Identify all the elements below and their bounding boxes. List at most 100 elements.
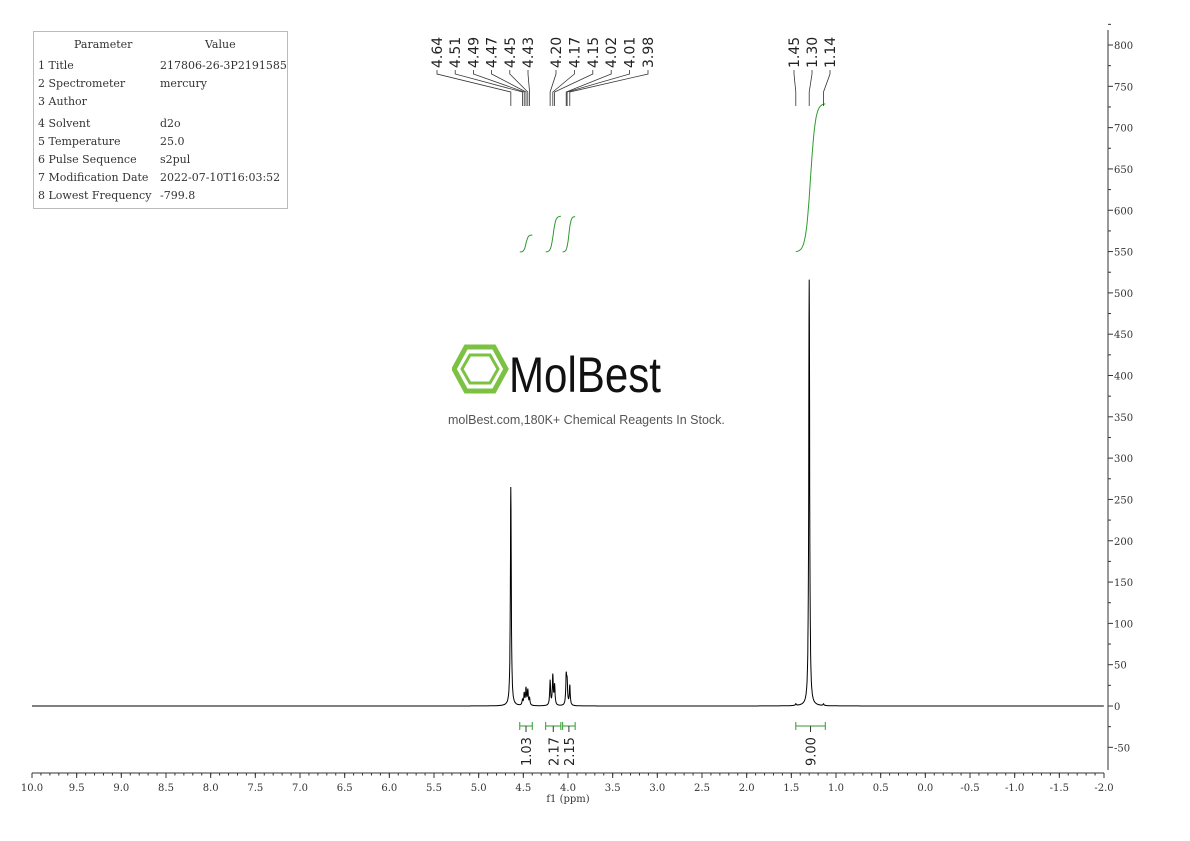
- peak-label-leader: [472, 70, 525, 106]
- brand-text: MolBest: [509, 347, 661, 398]
- y-tick-label: 100: [1114, 619, 1133, 630]
- y-tick-label: 500: [1114, 289, 1133, 300]
- param-value: s2pul: [160, 153, 191, 166]
- param-row: 5 Temperature 25.0: [38, 135, 288, 151]
- x-tick-label: -1.5: [1050, 783, 1069, 794]
- x-tick-label: -1.0: [1005, 783, 1024, 794]
- x-tick-label: -2.0: [1094, 783, 1113, 794]
- peak-label: 1.45: [787, 37, 803, 68]
- peak-label-leader: [793, 70, 797, 106]
- param-header-value: Value: [205, 38, 236, 51]
- peak-label-leader: [527, 70, 530, 106]
- y-tick-label: 600: [1114, 206, 1133, 217]
- x-tick-label: 6.0: [381, 783, 397, 794]
- peak-label: 4.49: [466, 37, 482, 68]
- y-tick-label: 650: [1114, 165, 1133, 176]
- peak-label-leader: [566, 70, 630, 106]
- peak-label-leader: [808, 70, 813, 106]
- peak-label-leader: [436, 70, 512, 106]
- param-name: 6 Pulse Sequence: [38, 153, 137, 166]
- spectrum-line: [32, 279, 1104, 707]
- param-name: 5 Temperature: [38, 135, 121, 148]
- param-row: 4 Solvent d2o: [38, 117, 288, 133]
- param-row: 1 Title 217806-26-3P2191585: [38, 59, 288, 75]
- peak-label: 4.47: [485, 37, 501, 68]
- x-tick-label: 9.5: [69, 783, 85, 794]
- peak-label: 4.15: [586, 37, 602, 68]
- x-tick-label: 3.5: [605, 783, 621, 794]
- y-tick-label: 150: [1114, 578, 1133, 589]
- x-tick-label: 9.0: [113, 783, 129, 794]
- integral-value: 2.17: [547, 737, 562, 766]
- param-value: -799.8: [160, 189, 196, 202]
- y-tick-label: 400: [1114, 372, 1133, 383]
- peak-label-leader: [454, 70, 523, 106]
- x-tick-label: 4.5: [515, 783, 531, 794]
- x-tick-label: 6.5: [337, 783, 353, 794]
- peak-label: 4.17: [567, 37, 583, 68]
- param-row: 7 Modification Date 2022-07-10T16:03:52: [38, 171, 288, 187]
- param-name: 2 Spectrometer: [38, 77, 126, 90]
- param-row: 2 Spectrometer mercury: [38, 77, 288, 93]
- peak-label-leader: [569, 70, 649, 106]
- peak-label-leader: [552, 70, 575, 106]
- y-tick-label: 800: [1114, 41, 1133, 52]
- param-value: d2o: [160, 117, 181, 130]
- x-axis-label: f1 (ppm): [546, 794, 589, 805]
- x-tick-label: 2.5: [694, 783, 710, 794]
- peak-label: 4.45: [503, 37, 519, 68]
- y-tick-label: -50: [1114, 743, 1130, 754]
- y-tick-label: 0: [1114, 702, 1120, 713]
- peak-label: 4.02: [604, 37, 620, 68]
- x-tick-label: 5.0: [471, 783, 487, 794]
- peak-label-leader: [509, 70, 529, 106]
- x-tick-label: 10.0: [21, 783, 43, 794]
- param-name: 7 Modification Date: [38, 171, 149, 184]
- x-tick-label: 7.5: [247, 783, 263, 794]
- y-tick-label: 250: [1114, 495, 1133, 506]
- y-tick-label: 300: [1114, 454, 1133, 465]
- param-name: 4 Solvent: [38, 117, 91, 130]
- peak-label: 4.43: [521, 37, 537, 68]
- peak-label: 1.30: [805, 37, 821, 68]
- param-value: 25.0: [160, 135, 185, 148]
- peak-label-leader: [823, 70, 831, 106]
- x-tick-label: -0.5: [960, 783, 979, 794]
- integral-value: 1.03: [520, 737, 535, 766]
- watermark-tagline: molBest.com,180K+ Chemical Reagents In S…: [448, 413, 725, 427]
- y-tick-label: 450: [1114, 330, 1133, 341]
- x-tick-label: 5.5: [426, 783, 442, 794]
- y-tick-label: 750: [1114, 82, 1133, 93]
- param-value: 2022-07-10T16:03:52: [160, 171, 281, 184]
- integral-curve: [519, 234, 533, 253]
- x-tick-label: 1.5: [783, 783, 799, 794]
- y-tick-label: 700: [1114, 124, 1133, 135]
- x-tick-label: 0.0: [917, 783, 933, 794]
- integral-value: 9.00: [805, 737, 820, 766]
- param-header-name: Parameter: [74, 38, 133, 51]
- x-tick-label: 8.0: [203, 783, 219, 794]
- integral-curve: [562, 216, 576, 253]
- x-tick-label: 7.0: [292, 783, 308, 794]
- param-value: 217806-26-3P2191585: [160, 59, 287, 72]
- param-value: mercury: [160, 77, 207, 90]
- peak-label: 4.51: [448, 37, 464, 68]
- peak-label-leader: [491, 70, 527, 106]
- y-tick-label: 200: [1114, 537, 1133, 548]
- param-row: 6 Pulse Sequence s2pul: [38, 153, 288, 169]
- peak-label-leader: [565, 70, 612, 106]
- param-name: 1 Title: [38, 59, 74, 72]
- parameter-table: Parameter Value 1 Title 217806-26-3P21915…: [33, 31, 288, 209]
- integral-curve: [545, 215, 561, 253]
- peak-label-leader: [554, 70, 594, 106]
- molbest-logo: MolBest: [451, 343, 667, 403]
- peak-label: 4.01: [623, 37, 639, 68]
- param-name: 8 Lowest Frequency: [38, 189, 152, 202]
- integral-value: 2.15: [563, 737, 578, 766]
- peak-label: 4.20: [549, 37, 565, 68]
- peak-label: 3.98: [641, 37, 657, 68]
- param-row: 8 Lowest Frequency -799.8: [38, 189, 288, 205]
- x-tick-label: 0.5: [873, 783, 889, 794]
- x-tick-label: 8.5: [158, 783, 174, 794]
